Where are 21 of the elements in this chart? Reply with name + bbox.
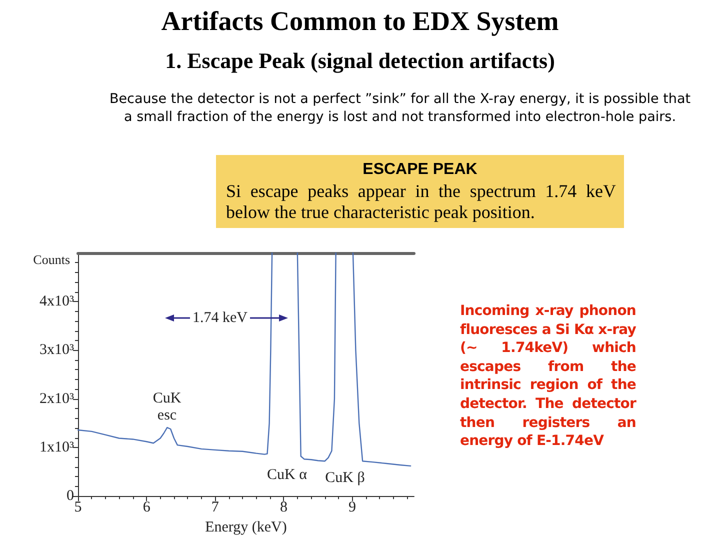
y-tick-label: 0 <box>66 488 74 504</box>
text: Because the detector is not a perfect ”sink” for all the X-ray energy, it is possible that a small fraction of the energy is lost and not transformed into electron-hole pairs. <box>108 90 692 126</box>
x-tick-label: 5 <box>74 500 82 516</box>
chart-title: Artifacts Common to EDX System <box>160 6 560 37</box>
annotation: CuK α <box>267 467 308 483</box>
annotation: 1.74 keV <box>192 310 248 326</box>
y-tick-label: 3x10³ <box>40 342 74 358</box>
y-axis-title: Counts <box>33 252 70 267</box>
callout-box: ESCAPE PEAK Si escape peaks appear in the spectrum 1.74 keV below the true characteristic peak position. <box>216 155 624 228</box>
x-tick-label: 8 <box>280 500 288 516</box>
x-tick-label: 6 <box>142 500 151 516</box>
x-axis-title: Energy (keV) <box>205 520 287 536</box>
y-tick-label: 4x10³ <box>40 294 74 310</box>
x-tick-label: 7 <box>211 500 220 516</box>
chart-subtitle: 1. Escape Peak (signal detection artifacts) <box>164 48 556 74</box>
annotation: CuK esc <box>152 390 182 424</box>
x-tick-label: 9 <box>348 500 356 516</box>
y-tick-label: 2x10³ <box>40 390 74 407</box>
y-tick-label: 1x10³ <box>40 439 74 456</box>
text: Incoming x-ray phonon fluoresces a Si Kα x-ray (~ 1.74keV) which escapes from the intrinsic region of the detector. The detector then registers an energy of E-1.74eV <box>460 302 636 451</box>
annotation: CuK β <box>325 470 365 486</box>
